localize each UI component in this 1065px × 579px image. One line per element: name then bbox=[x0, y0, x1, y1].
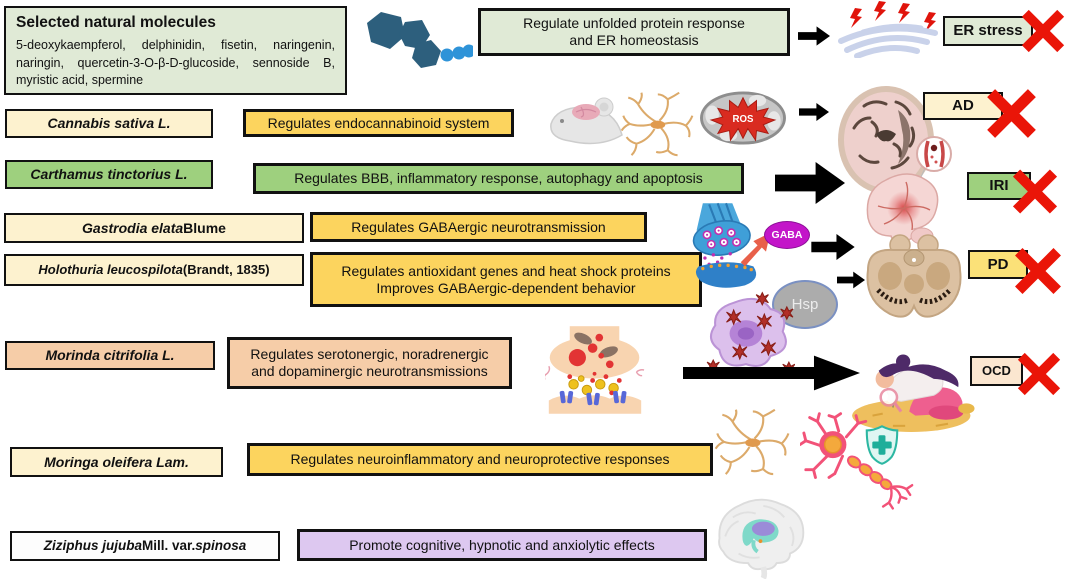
gaba-label: GABA bbox=[764, 221, 810, 249]
microglia-virus-icon bbox=[706, 291, 795, 376]
molecules-panel-title: Selected natural molecules bbox=[16, 14, 216, 31]
gaba-text: GABA bbox=[771, 229, 803, 241]
source-box-ziziphus: Ziziphus jujuba Mill. var. spinosa bbox=[10, 531, 280, 561]
outcome-box-ocd: OCD bbox=[970, 356, 1023, 386]
lightning-bolt-icon bbox=[850, 1, 936, 32]
morinda-name: Morinda citrifolia L. bbox=[45, 347, 175, 364]
mouse-icon bbox=[550, 97, 623, 145]
selected-molecules-panel: Selected natural molecules 5-deoxykaempf… bbox=[4, 6, 347, 95]
gastrodia-name-regular: Blume bbox=[183, 219, 226, 236]
red-cross-icon bbox=[1017, 352, 1061, 396]
astrocyte-icon bbox=[714, 408, 790, 476]
effect-cannabis-text: Regulates endocannabinoid system bbox=[267, 114, 490, 131]
source-box-morinda: Morinda citrifolia L. bbox=[5, 341, 215, 370]
effect-box-er: Regulate unfolded protein response and E… bbox=[478, 8, 790, 56]
arrow-right-icon bbox=[811, 234, 855, 260]
astrocyte-icon bbox=[620, 91, 694, 157]
arrow-right-icon bbox=[798, 26, 830, 46]
source-box-cannabis: Cannabis sativa L. bbox=[5, 109, 213, 138]
effect-carthamus-text: Regulates BBB, inflammatory response, au… bbox=[294, 170, 703, 187]
red-cross-icon bbox=[1015, 248, 1061, 294]
arrow-right-icon bbox=[837, 271, 865, 289]
holothuria-name-italic: Holothuria leucospilota bbox=[38, 262, 183, 278]
gaba-synapse-icon bbox=[692, 202, 771, 288]
effect-gastrodia-text: Regulates GABAergic neurotransmission bbox=[351, 218, 606, 235]
neuron-icon bbox=[800, 412, 914, 510]
ad-label: AD bbox=[952, 97, 974, 115]
effect-morinda-line1: Regulates serotonergic, noradrenergic bbox=[250, 346, 489, 363]
cannabis-name: Cannabis sativa L. bbox=[47, 115, 171, 132]
effect-box-cannabis: Regulates endocannabinoid system bbox=[243, 109, 514, 137]
source-box-gastrodia: Gastrodia elata Blume bbox=[4, 213, 304, 243]
outcome-box-ad: AD bbox=[923, 92, 1003, 120]
moringa-name: Moringa oleifera Lam. bbox=[44, 453, 189, 470]
effect-er-line2: and ER homeostasis bbox=[569, 32, 699, 48]
holothuria-name-regular: (Brandt, 1835) bbox=[182, 262, 270, 278]
arrow-right-icon bbox=[775, 162, 845, 204]
effect-box-gastrodia: Regulates GABAergic neurotransmission bbox=[310, 212, 647, 242]
brain-limbic-icon bbox=[718, 498, 805, 579]
red-cross-icon bbox=[987, 89, 1036, 138]
effect-box-ziziphus: Promote cognitive, hypnotic and anxiolyt… bbox=[297, 529, 707, 561]
molecules-panel-list: 5-deoxykaempferol, delphinidin, fisetin,… bbox=[16, 38, 335, 87]
molecule-chain-icon bbox=[367, 12, 473, 68]
arrow-right-icon bbox=[683, 355, 860, 391]
ros-label: ROS bbox=[733, 114, 754, 125]
source-box-carthamus: Carthamus tinctorius L. bbox=[5, 160, 213, 189]
vessel-occlusion-inset-icon bbox=[916, 136, 952, 172]
er-stress-label: ER stress bbox=[953, 22, 1023, 40]
hsp-text: Hsp bbox=[791, 296, 819, 313]
effect-moringa-text: Regulates neuroinflammatory and neuropro… bbox=[290, 451, 670, 468]
effect-box-morinda: Regulates serotonergic, noradrenergic an… bbox=[227, 337, 512, 389]
effect-box-holothuria: Regulates antioxidant genes and heat sho… bbox=[310, 252, 702, 307]
effect-box-carthamus: Regulates BBB, inflammatory response, au… bbox=[253, 163, 744, 194]
ziziphus-name-regular: Mill. var. bbox=[141, 538, 196, 554]
ziziphus-name-italic: Ziziphus jujuba bbox=[43, 538, 142, 554]
mitochondria-ros-icon: ROS bbox=[700, 91, 786, 145]
effect-er-line1: Regulate unfolded protein response bbox=[523, 15, 745, 32]
source-box-holothuria: Holothuria leucospilota (Brandt, 1835) bbox=[4, 254, 304, 286]
red-cross-icon bbox=[1021, 9, 1065, 53]
shield-cross-icon bbox=[865, 425, 899, 465]
ocd-label: OCD bbox=[982, 363, 1011, 379]
effect-box-moringa: Regulates neuroinflammatory and neuropro… bbox=[247, 443, 713, 476]
effect-holothuria-line2: Improves GABAergic-dependent behavior bbox=[376, 279, 636, 296]
carthamus-name: Carthamus tinctorius L. bbox=[30, 166, 188, 183]
outcome-box-er-stress: ER stress bbox=[943, 16, 1033, 46]
red-cross-icon bbox=[1012, 169, 1058, 214]
brain-stroke-icon bbox=[866, 136, 952, 245]
source-box-moringa: Moringa oleifera Lam. bbox=[10, 447, 223, 477]
arrow-right-icon bbox=[799, 103, 829, 121]
gastrodia-name-italic: Gastrodia elata bbox=[82, 219, 184, 236]
midbrain-icon bbox=[866, 234, 962, 318]
pd-label: PD bbox=[987, 255, 1009, 273]
ziziphus-name-italic2: spinosa bbox=[195, 538, 247, 554]
effect-ziziphus-text: Promote cognitive, hypnotic and anxiolyt… bbox=[349, 536, 655, 553]
effect-holothuria-line1: Regulates antioxidant genes and heat sho… bbox=[341, 262, 671, 279]
effect-morinda-line2: and dopaminergic neurotransmissions bbox=[251, 363, 488, 379]
er-organelle-icon bbox=[838, 1, 938, 58]
person-searching-icon bbox=[852, 354, 975, 432]
brain-axial-icon bbox=[838, 86, 934, 194]
monoamine-synapse-icon bbox=[545, 326, 645, 414]
iri-label: IRI bbox=[989, 177, 1009, 195]
